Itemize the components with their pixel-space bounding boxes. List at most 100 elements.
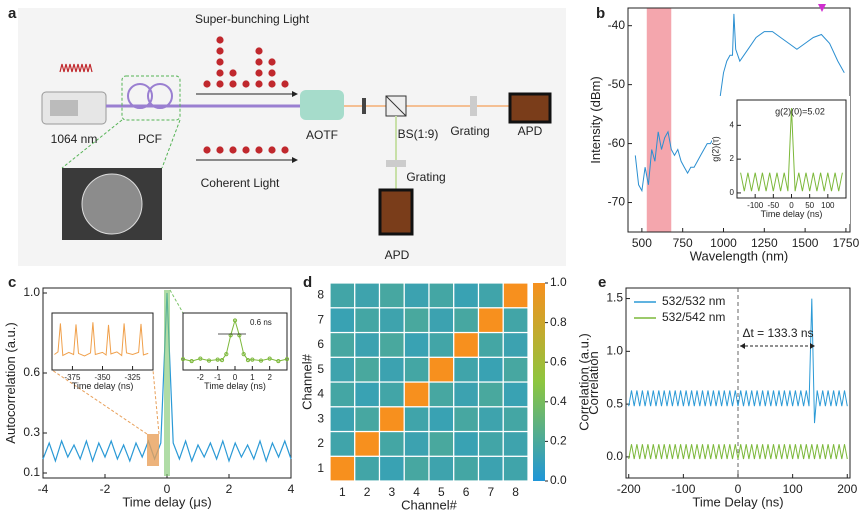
heat-cell: [477, 406, 504, 433]
x-tick-label: -1: [214, 373, 222, 382]
data-line: [740, 108, 843, 192]
apd-label: APD: [518, 124, 543, 138]
heat-cell: [428, 455, 455, 482]
x-tick-label: 0: [233, 373, 238, 382]
heat-cell: [428, 307, 455, 334]
y-tick-label: 5: [317, 362, 324, 376]
heat-cell: [354, 381, 381, 408]
heat-cell: [428, 381, 455, 408]
data-point: [284, 356, 290, 362]
x-axis-label: Time delay (ns): [761, 209, 823, 219]
x-tick-label: 3: [389, 485, 396, 499]
y-tick-label: 2: [317, 436, 324, 450]
x-tick-label: 1250: [751, 236, 778, 250]
bs-label: BS(1:9): [398, 127, 439, 141]
data-point: [180, 356, 186, 362]
photon: [255, 146, 263, 154]
heat-cell: [354, 331, 381, 358]
y-tick-label: 4: [730, 120, 735, 129]
heat-cell: [403, 381, 430, 408]
data-point: [219, 357, 225, 363]
colorbar-label: Correlation (a.u.): [576, 333, 591, 431]
heat-cell: [453, 430, 480, 457]
colorbar-tick-label: 0.8: [550, 315, 567, 329]
legend-label: 532/542 nm: [662, 310, 725, 324]
panel-label: a: [8, 5, 17, 22]
y-axis-label: Intensity (dBm): [588, 76, 603, 163]
y-tick-label: 0.6: [23, 365, 40, 379]
data-point: [241, 352, 246, 357]
x-tick-label: -100: [747, 201, 764, 210]
heat-cell: [403, 307, 430, 334]
photon: [229, 146, 237, 154]
pcf-coil: [147, 83, 173, 109]
heat-cell: [502, 307, 529, 334]
zoom-line: [61, 119, 123, 169]
data-point: [276, 358, 281, 364]
apd-label: APD: [385, 248, 410, 262]
laser-label: 1064 nm: [51, 132, 98, 146]
y-tick-label: -70: [608, 195, 626, 209]
heat-cell: [477, 455, 504, 482]
y-tick-label: 0.0: [606, 449, 623, 463]
heat-cell: [428, 406, 455, 433]
y-tick-label: -40: [608, 18, 626, 32]
x-tick-label: -375: [64, 373, 81, 382]
heat-cell: [329, 406, 356, 433]
photon: [216, 69, 224, 77]
colorbar-tick-label: 1.0: [550, 275, 567, 289]
data-point: [232, 318, 238, 323]
x-tick-label: 2: [226, 482, 233, 496]
heat-cell: [403, 356, 430, 383]
x-tick-label: 0: [164, 482, 171, 496]
pump-marker: [818, 4, 826, 12]
y-tick-label: -50: [608, 77, 626, 91]
zoom-line: [51, 369, 148, 435]
heat-cell: [428, 282, 455, 309]
x-tick-label: 0: [789, 201, 794, 210]
heat-cell: [329, 356, 356, 383]
x-tick-label: 50: [805, 201, 814, 210]
x-axis-label: Time delay (μs): [122, 495, 211, 510]
heat-cell: [502, 430, 529, 457]
heat-cell: [378, 282, 405, 309]
heat-cell: [453, 282, 480, 309]
colorbar-tick-label: 0.0: [550, 473, 567, 487]
photon: [255, 69, 263, 77]
heat-cell: [378, 356, 405, 383]
y-tick-label: -60: [608, 136, 626, 150]
zoom-region: [164, 290, 170, 476]
x-axis-label: Time Delay (ns): [692, 495, 783, 510]
lens: [362, 98, 366, 114]
photon: [281, 80, 289, 88]
grating-label: Grating: [406, 170, 445, 184]
y-tick-label: 6: [317, 337, 324, 351]
apd: [378, 188, 414, 236]
inset-annotation: 0.6 ns: [250, 318, 272, 327]
x-tick-label: 500: [632, 236, 652, 250]
photon: [255, 47, 263, 55]
heat-cell: [453, 455, 480, 482]
x-tick-label: -4: [38, 482, 49, 496]
data-point: [198, 356, 203, 361]
panel-label: d: [303, 274, 312, 291]
data-point: [206, 358, 212, 363]
x-tick-label: 750: [673, 236, 693, 250]
heat-cell: [428, 430, 455, 457]
grating: [470, 96, 477, 116]
photon: [229, 69, 237, 77]
y-tick-label: 0.5: [606, 396, 623, 410]
x-tick-label: 1: [339, 485, 346, 499]
x-tick-label: 1: [250, 373, 255, 382]
y-axis-label: Autocorrelation (a.u.): [3, 322, 18, 443]
heat-cell: [329, 307, 356, 334]
bs-diagonal: [385, 95, 407, 117]
zoom-line: [169, 289, 184, 314]
heat-cell: [428, 356, 455, 383]
colorbar-tick-label: 0.4: [550, 394, 567, 408]
heat-cell: [354, 455, 381, 482]
photon: [216, 146, 224, 154]
pcf-coil: [127, 83, 153, 109]
heat-cell: [477, 430, 504, 457]
